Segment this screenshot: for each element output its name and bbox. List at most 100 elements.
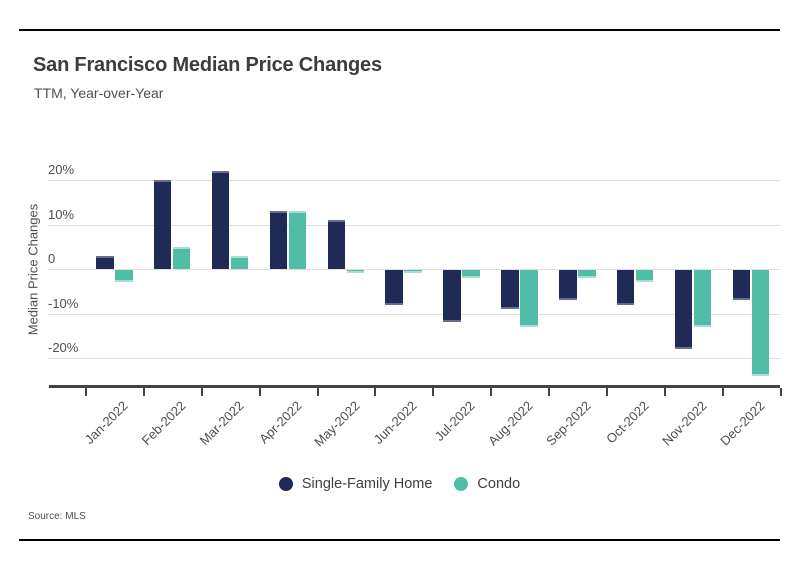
bar-end-cap <box>385 302 403 305</box>
bar-single-family-home-sep-2022 <box>559 270 577 301</box>
x-label-mar-2022: Mar-2022 <box>196 398 247 448</box>
bar-condo-mar-2022 <box>230 255 249 269</box>
page-title: San Francisco Median Price Changes <box>33 54 382 76</box>
x-axis-tick-6 <box>432 388 435 396</box>
x-axis-tick-9 <box>605 388 608 396</box>
bar-condo-may-2022 <box>346 270 365 274</box>
x-label-jun-2022: Jun-2022 <box>371 398 420 447</box>
bar-end-cap <box>635 280 654 283</box>
x-axis-tick-5 <box>374 388 377 396</box>
bar-condo-jan-2022 <box>115 270 133 283</box>
bar-end-cap <box>751 373 770 376</box>
bar-condo-feb-2022 <box>172 246 191 269</box>
x-label-may-2022: May-2022 <box>310 398 363 450</box>
gridline--10- <box>48 313 780 315</box>
x-axis-tick-11 <box>721 388 724 396</box>
bar-single-family-home-mar-2022 <box>211 171 230 269</box>
x-axis-tick-0 <box>85 388 87 396</box>
bar-end-cap <box>578 275 596 278</box>
bar-end-cap <box>115 280 133 283</box>
x-label-nov-2022: Nov-2022 <box>658 398 710 449</box>
chart-subtitle: TTM, Year-over-Year <box>34 85 164 101</box>
bar-end-cap <box>732 298 751 301</box>
bar-condo-nov-2022 <box>693 270 712 327</box>
gridline-20- <box>48 180 780 181</box>
bar-single-family-home-dec-2022 <box>732 270 751 301</box>
bar-condo-aug-2022 <box>520 270 538 327</box>
y-tick-label-10-: 10% <box>48 206 75 222</box>
bar-end-cap <box>693 324 712 327</box>
top-border-rule <box>19 29 780 31</box>
bar-condo-jul-2022 <box>462 270 480 278</box>
legend-item-condo: Condo <box>454 476 520 492</box>
y-axis-title-wrap: Median Price Changes <box>20 155 46 383</box>
bar-end-cap <box>520 324 538 327</box>
legend: Single-Family Home Condo <box>0 476 799 492</box>
x-label-sep-2022: Sep-2022 <box>543 398 594 449</box>
x-label-aug-2022: Aug-2022 <box>485 398 536 449</box>
x-axis-tick-1 <box>142 388 145 396</box>
bar-end-cap <box>269 211 288 214</box>
bar-end-cap <box>674 347 693 350</box>
bar-end-cap <box>172 246 191 249</box>
x-axis-tick-4 <box>316 388 319 396</box>
bar-single-family-home-may-2022 <box>327 220 346 269</box>
x-label-dec-2022: Dec-2022 <box>716 398 768 449</box>
y-tick-label-0: 0 <box>48 251 56 266</box>
bar-end-cap <box>327 220 346 223</box>
bar-end-cap <box>346 271 365 274</box>
legend-label-single-family-home: Single-Family Home <box>301 476 433 492</box>
bar-end-cap <box>559 298 577 301</box>
y-axis-title: Median Price Changes <box>25 203 41 335</box>
bottom-border-rule <box>19 539 780 541</box>
bar-end-cap <box>501 307 519 310</box>
bar-end-cap <box>443 320 461 323</box>
x-axis-line <box>49 385 780 388</box>
x-label-apr-2022: Apr-2022 <box>255 398 305 447</box>
gridline--20- <box>48 358 780 359</box>
x-label-jan-2022: Jan-2022 <box>81 398 131 447</box>
bar-single-family-home-feb-2022 <box>153 180 172 269</box>
gridline-0 <box>48 269 780 270</box>
bar-single-family-home-nov-2022 <box>674 270 693 350</box>
bar-single-family-home-jun-2022 <box>385 270 403 305</box>
legend-swatch-single-family-home <box>278 477 293 491</box>
bar-end-cap <box>462 275 480 278</box>
bar-end-cap <box>230 255 249 258</box>
x-axis-tick-2 <box>200 388 203 396</box>
bar-single-family-home-aug-2022 <box>501 270 519 310</box>
y-tick-label--10-: -10% <box>48 295 79 311</box>
bar-end-cap <box>211 171 230 174</box>
bar-end-cap <box>288 211 307 214</box>
bar-condo-sep-2022 <box>578 270 596 278</box>
x-label-jul-2022: Jul-2022 <box>431 398 478 444</box>
y-tick-label-20-: 20% <box>48 162 75 177</box>
x-axis-tick-12 <box>779 388 782 396</box>
x-axis-tick-7 <box>490 388 493 396</box>
bar-end-cap <box>153 180 172 182</box>
bar-condo-jun-2022 <box>404 270 422 274</box>
bar-single-family-home-jan-2022 <box>96 255 114 269</box>
x-axis-tick-10 <box>663 388 666 396</box>
y-tick-label--20-: -20% <box>48 340 79 355</box>
x-label-feb-2022: Feb-2022 <box>138 398 189 448</box>
legend-label-condo: Condo <box>477 476 521 492</box>
legend-item-single-family-home: Single-Family Home <box>278 476 433 492</box>
bar-end-cap <box>616 302 635 305</box>
x-label-oct-2022: Oct-2022 <box>603 398 652 447</box>
legend-swatch-condo <box>454 477 469 491</box>
bar-single-family-home-jul-2022 <box>443 270 461 323</box>
bar-condo-dec-2022 <box>751 270 770 376</box>
bar-single-family-home-apr-2022 <box>269 211 288 269</box>
x-axis-tick-3 <box>258 388 261 396</box>
bar-end-cap <box>96 255 114 258</box>
gridline-10- <box>48 224 780 226</box>
source-note: Source: MLS <box>28 511 86 522</box>
bar-end-cap <box>404 271 422 274</box>
bar-single-family-home-oct-2022 <box>616 270 635 305</box>
bar-condo-apr-2022 <box>288 211 307 269</box>
bar-condo-oct-2022 <box>635 270 654 283</box>
x-axis-tick-8 <box>548 388 551 396</box>
